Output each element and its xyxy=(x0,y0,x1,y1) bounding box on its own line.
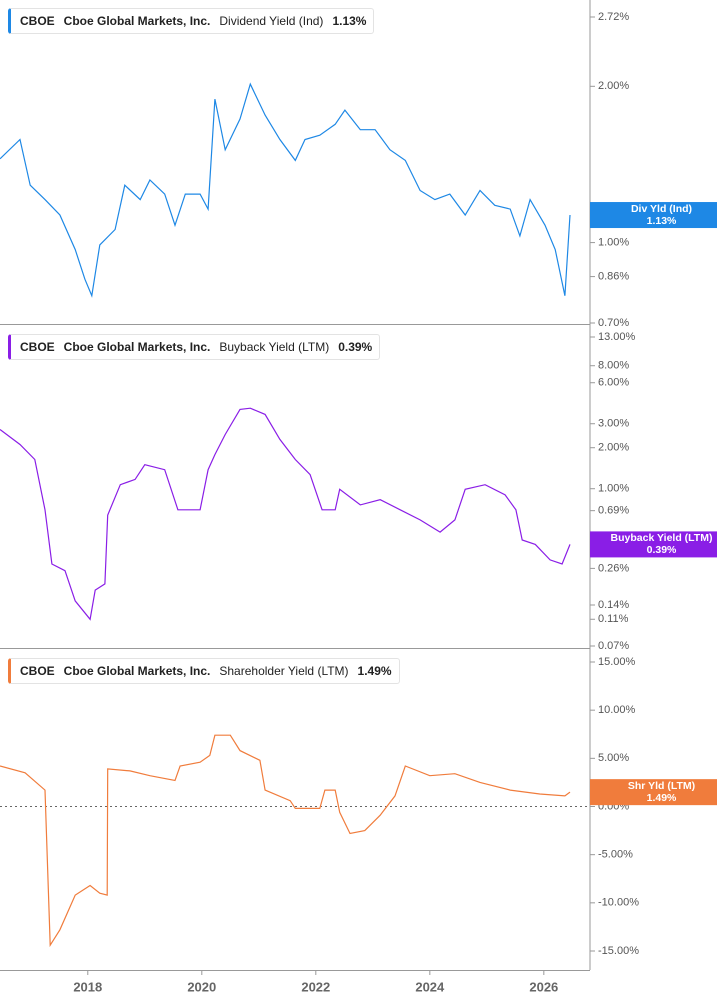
y-tick-label: 0.14% xyxy=(598,599,629,611)
last-value: 1.13% xyxy=(332,14,367,28)
last-value-badge xyxy=(590,779,717,806)
y-tick-label: 13.00% xyxy=(598,331,636,343)
panel-header: CBOE Cboe Global Markets, Inc. Dividend … xyxy=(8,8,375,34)
y-tick-label: -15.00% xyxy=(598,945,639,957)
y-tick-label: 0.69% xyxy=(598,505,629,517)
y-tick-label: 1.00% xyxy=(598,483,629,495)
y-tick-label: 2.00% xyxy=(598,80,629,92)
badge-name: Div Yld (Ind) xyxy=(631,203,692,215)
y-tick-label: 8.00% xyxy=(598,360,629,372)
data-line xyxy=(0,82,571,298)
y-tick-label: 2.00% xyxy=(598,442,629,454)
last-value: 0.39% xyxy=(338,340,373,354)
y-tick-label: 1.00% xyxy=(598,236,629,248)
ticker: CBOE xyxy=(20,340,55,354)
y-tick-label: -5.00% xyxy=(598,849,633,861)
company: Cboe Global Markets, Inc. xyxy=(63,14,211,28)
y-tick-label: 10.00% xyxy=(598,704,636,716)
y-tick-label: 6.00% xyxy=(598,377,629,389)
data-line xyxy=(0,407,571,621)
company: Cboe Global Markets, Inc. xyxy=(63,340,211,354)
x-tick-label: 2022 xyxy=(301,979,330,994)
y-tick-label: -10.00% xyxy=(598,897,639,909)
y-tick-label: 0.07% xyxy=(598,640,629,652)
y-tick-label: 2.72% xyxy=(598,11,629,23)
panel-header: CBOE Cboe Global Markets, Inc. Buyback Y… xyxy=(8,334,381,360)
ticker: CBOE xyxy=(20,664,55,678)
metric: Dividend Yield (Ind) xyxy=(219,14,324,28)
last-value: 1.49% xyxy=(357,664,392,678)
badge-name: Buyback Yield (LTM) xyxy=(611,532,713,544)
y-tick-label: 5.00% xyxy=(598,752,629,764)
ticker: CBOE xyxy=(20,14,55,28)
badge-value: 1.49% xyxy=(647,792,677,804)
x-tick-label: 2018 xyxy=(73,979,102,994)
metric: Shareholder Yield (LTM) xyxy=(219,664,349,678)
panel-header: CBOE Cboe Global Markets, Inc. Sharehold… xyxy=(8,658,400,684)
y-tick-label: 0.70% xyxy=(598,317,629,329)
last-value-badge xyxy=(590,531,717,558)
y-tick-label: 3.00% xyxy=(598,418,629,430)
badge-value: 1.13% xyxy=(647,215,677,227)
y-tick-label: 15.00% xyxy=(598,656,636,668)
last-value-badge xyxy=(590,202,717,229)
y-tick-label: 0.86% xyxy=(598,270,629,282)
company: Cboe Global Markets, Inc. xyxy=(63,664,211,678)
y-tick-label: 0.26% xyxy=(598,562,629,574)
x-tick-label: 2020 xyxy=(187,979,216,994)
y-tick-label: 0.11% xyxy=(598,613,629,625)
data-line xyxy=(0,734,571,948)
x-tick-label: 2024 xyxy=(415,979,445,994)
badge-name: Shr Yld (LTM) xyxy=(628,780,695,792)
metric: Buyback Yield (LTM) xyxy=(219,340,330,354)
badge-value: 0.39% xyxy=(647,544,677,556)
x-tick-label: 2026 xyxy=(529,979,558,994)
